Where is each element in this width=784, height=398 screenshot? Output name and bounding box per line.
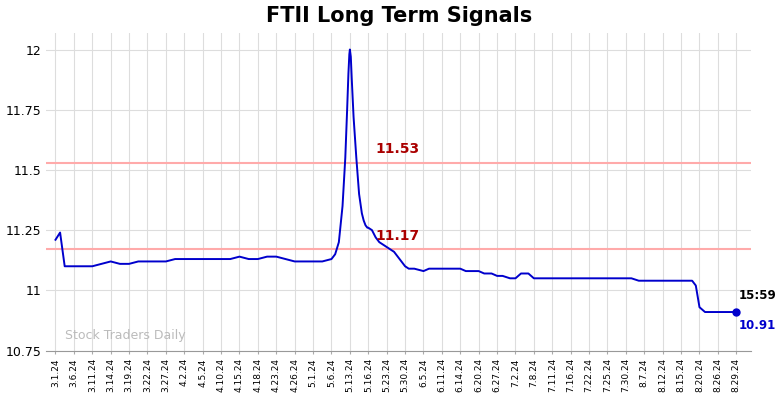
Text: 15:59: 15:59: [739, 289, 777, 302]
Text: 10.91: 10.91: [739, 319, 776, 332]
Text: Stock Traders Daily: Stock Traders Daily: [65, 329, 185, 342]
Text: 11.17: 11.17: [376, 229, 419, 243]
Text: 11.53: 11.53: [376, 142, 419, 156]
Title: FTII Long Term Signals: FTII Long Term Signals: [266, 6, 532, 25]
